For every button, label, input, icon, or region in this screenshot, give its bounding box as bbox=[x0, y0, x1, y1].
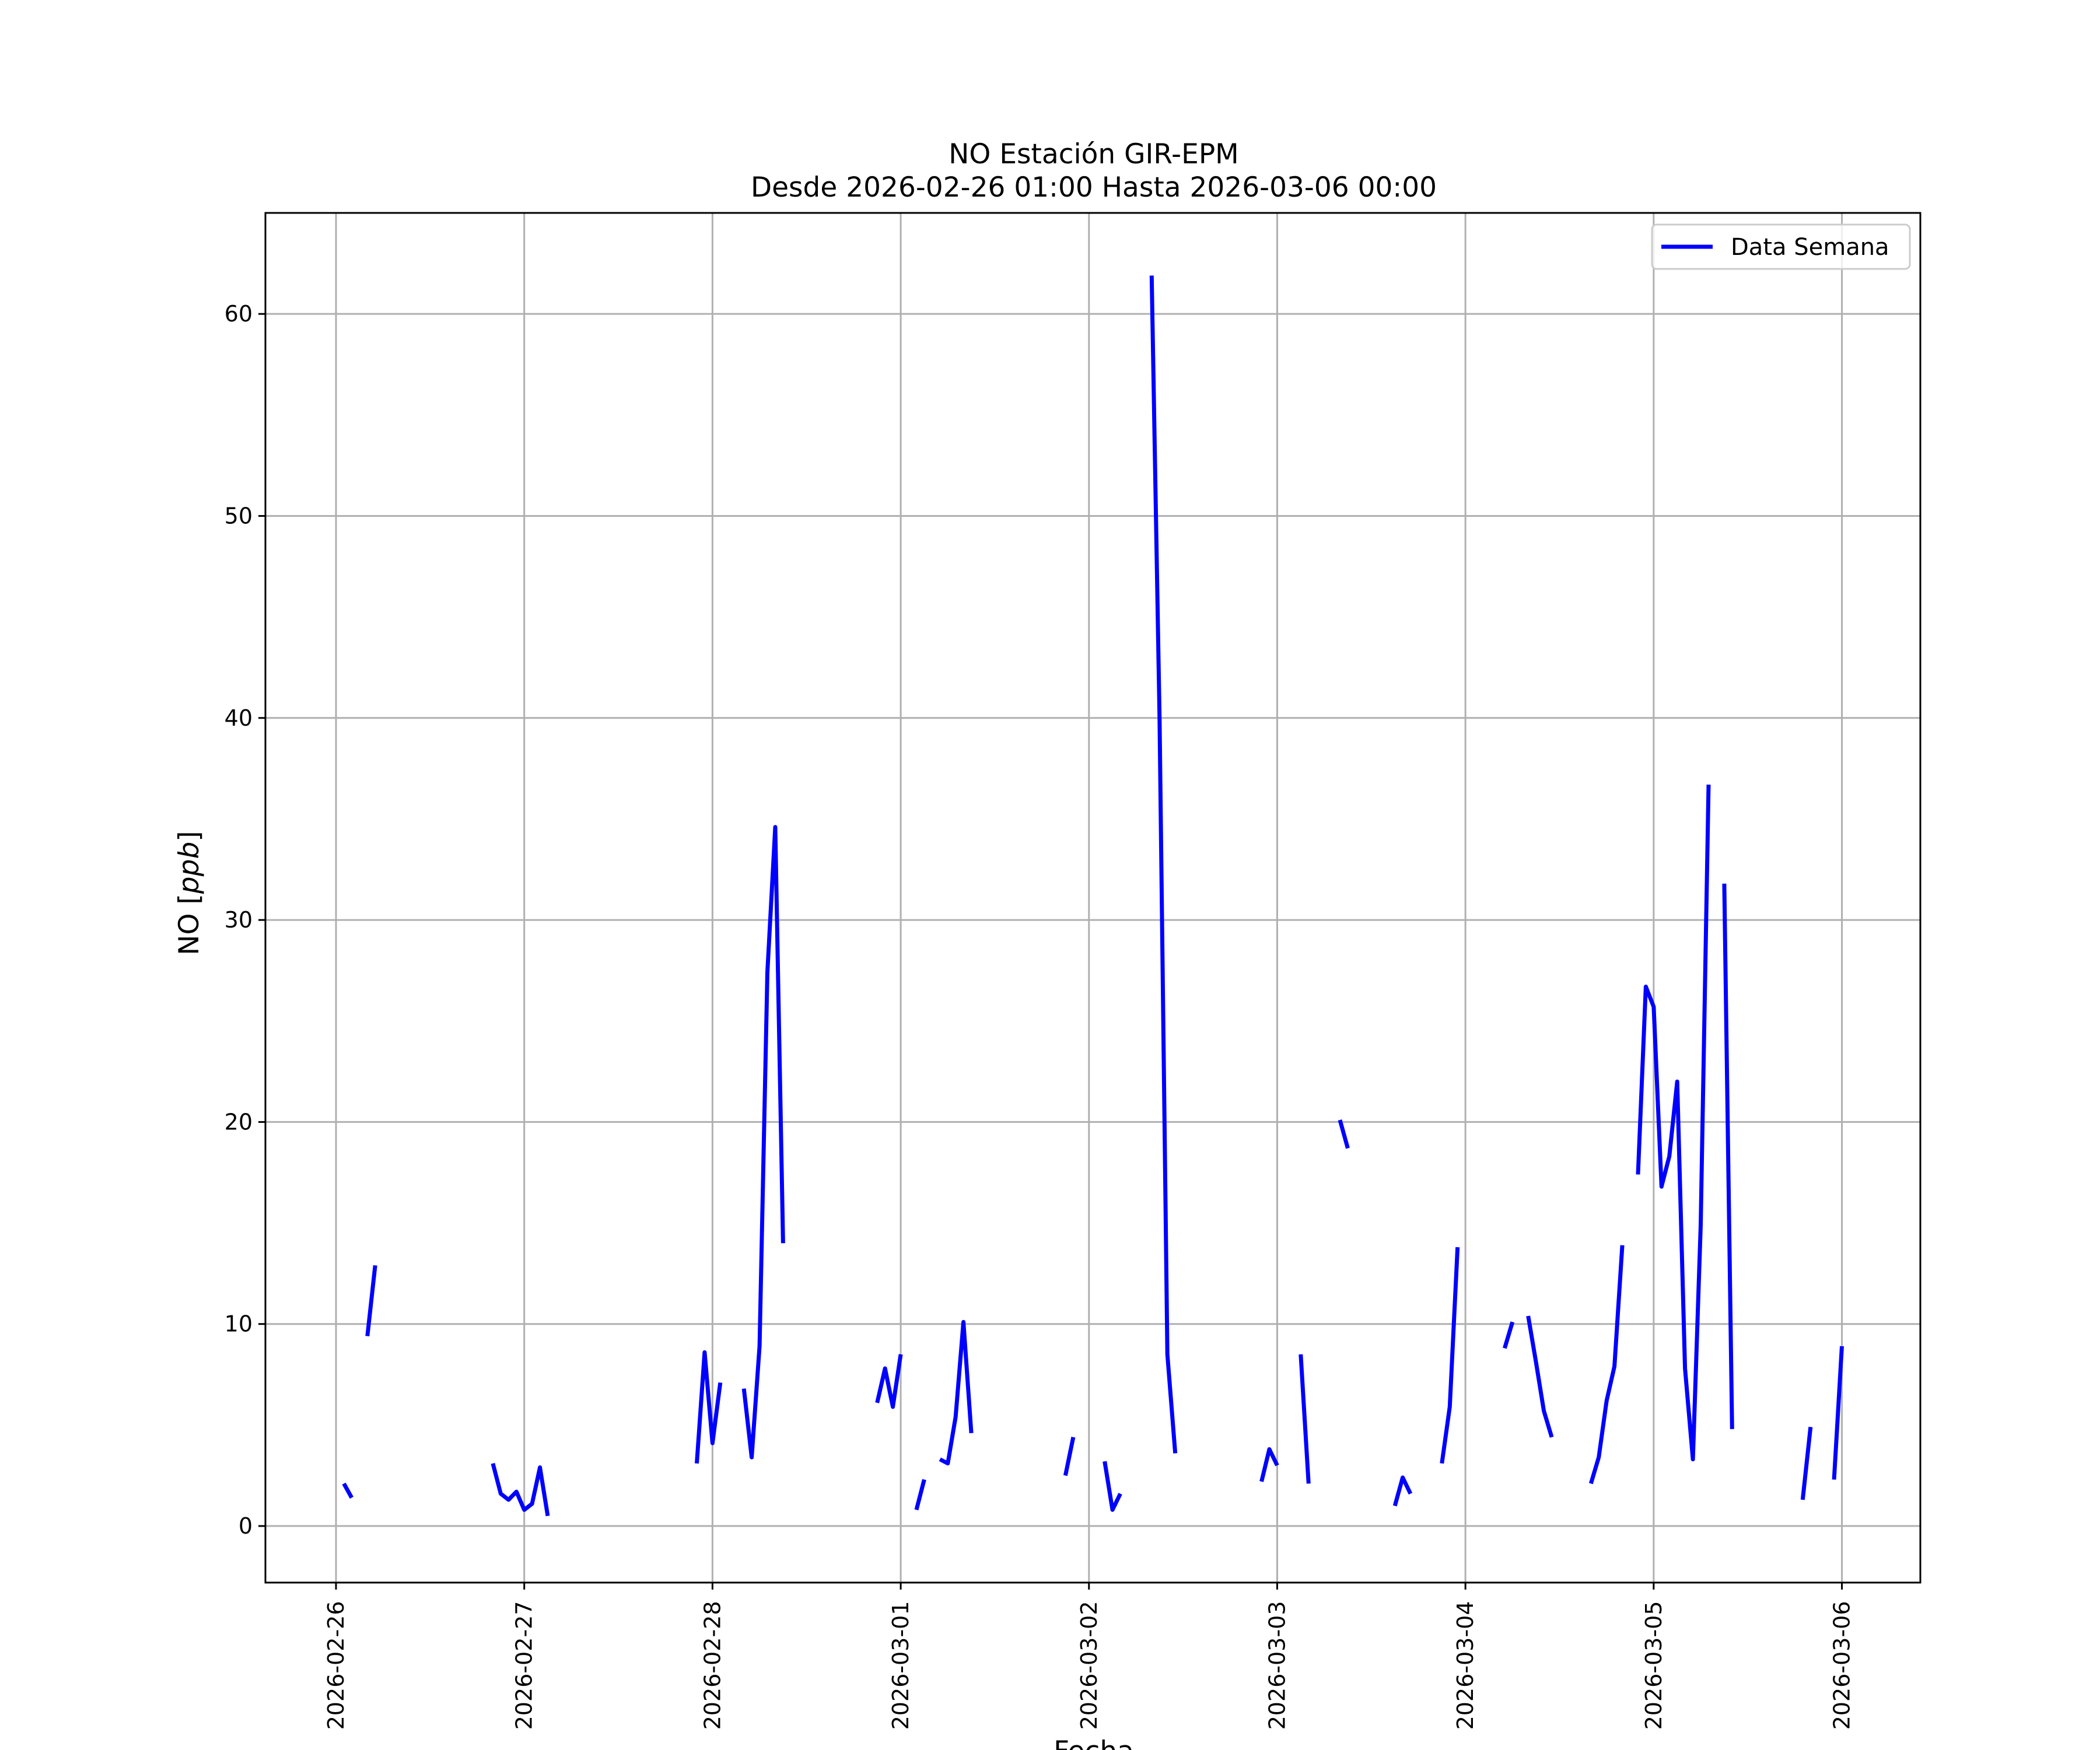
chart-subtitle: Desde 2026-02-26 01:00 Hasta 2026-03-06 … bbox=[751, 172, 1437, 204]
y-axis-label: NO [ppb] bbox=[173, 831, 205, 955]
y-axis-label-unit: ppb bbox=[173, 842, 205, 895]
series-segment-data-semana bbox=[1588, 1245, 1625, 1485]
series-segment-data-semana bbox=[342, 1482, 354, 1499]
x-axis-label: Fecha bbox=[1054, 1735, 1134, 1750]
series-segment-data-semana bbox=[1722, 883, 1734, 1429]
legend: Data Semana bbox=[1651, 223, 1911, 270]
series-segment-data-semana bbox=[914, 1479, 926, 1511]
x-tick-label: 2026-03-01 bbox=[888, 1601, 914, 1730]
series-segment-data-semana bbox=[875, 1354, 903, 1409]
y-tick-label: 20 bbox=[225, 1109, 253, 1135]
series-segment-data-semana bbox=[1259, 1447, 1279, 1482]
series-segment-data-semana bbox=[1440, 1247, 1460, 1464]
series-segment-data-semana bbox=[1102, 1461, 1122, 1512]
series-segment-data-semana bbox=[1392, 1475, 1413, 1507]
series-segment-data-semana bbox=[1338, 1119, 1350, 1149]
y-axis-label-main: NO [ bbox=[173, 894, 205, 955]
x-tick-label: 2026-03-05 bbox=[1641, 1601, 1667, 1730]
plot-frame bbox=[264, 212, 1922, 1584]
x-tick-label: 2026-02-26 bbox=[323, 1601, 349, 1730]
grid bbox=[265, 213, 1920, 1583]
x-tick-label: 2026-03-03 bbox=[1264, 1601, 1290, 1730]
series-segment-data-semana bbox=[1298, 1354, 1311, 1484]
legend-entry-data-semana: Data Semana bbox=[1731, 234, 1889, 261]
x-tick-label: 2026-02-28 bbox=[699, 1601, 725, 1730]
ticks: 2026-02-26 2026-02-27 2026-02-28 2026-03-01… bbox=[225, 301, 1855, 1730]
legend-box bbox=[1651, 223, 1911, 270]
series-segment-data-semana bbox=[1832, 1346, 1844, 1480]
x-tick-label: 2026-03-06 bbox=[1829, 1601, 1855, 1730]
series-segment-data-semana bbox=[1063, 1436, 1076, 1476]
series-segment-data-semana bbox=[695, 1350, 723, 1464]
y-tick-label: 50 bbox=[225, 503, 253, 528]
series-segment-data-semana bbox=[1149, 275, 1178, 1454]
series-segment-data-semana bbox=[1800, 1426, 1813, 1500]
series-segment-data-semana bbox=[491, 1462, 550, 1517]
series-segment-data-semana bbox=[365, 1265, 377, 1336]
y-tick-label: 30 bbox=[225, 907, 253, 933]
series-segment-data-semana bbox=[1636, 785, 1711, 1462]
x-tick-label: 2026-02-27 bbox=[512, 1601, 537, 1730]
y-axis-label-close: ] bbox=[173, 831, 205, 841]
series-segment-data-semana bbox=[741, 825, 785, 1460]
x-tick-label: 2026-03-02 bbox=[1076, 1601, 1102, 1730]
series-segment-data-semana bbox=[939, 1320, 974, 1466]
y-tick-label: 0 bbox=[239, 1513, 253, 1539]
series-segment-data-semana bbox=[1526, 1315, 1554, 1438]
y-tick-label: 60 bbox=[225, 301, 253, 327]
x-tick-label: 2026-03-04 bbox=[1452, 1601, 1478, 1730]
y-tick-label: 40 bbox=[225, 705, 253, 731]
y-tick-label: 10 bbox=[225, 1311, 253, 1337]
series-segment-data-semana bbox=[1503, 1321, 1515, 1349]
series-layer bbox=[342, 275, 1844, 1517]
chart-title: NO Estación GIR-EPM bbox=[949, 138, 1238, 170]
